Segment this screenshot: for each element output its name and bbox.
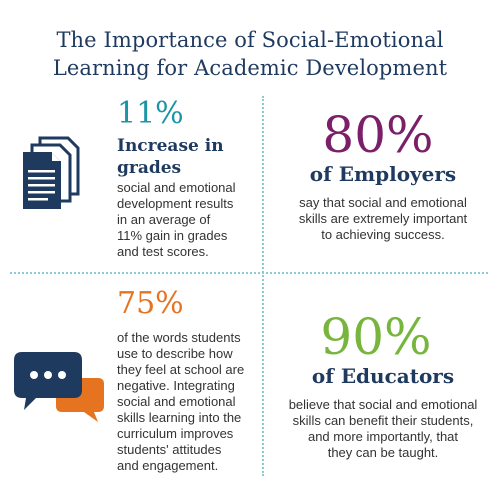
desc-line: they feel at school are bbox=[117, 362, 245, 377]
vertical-divider bbox=[262, 96, 264, 476]
desc-line: say that social and emotional bbox=[299, 195, 467, 210]
desc-line: believe that social and emotional bbox=[288, 397, 478, 412]
stat-employers-value: 80% bbox=[322, 106, 434, 164]
stat-words-description: of the words students use to describe ho… bbox=[117, 330, 244, 474]
stat-grades-description: social and emotional development results… bbox=[117, 180, 236, 260]
stat-grades-label-line-1: Increase in bbox=[117, 136, 224, 156]
page-title: The Importance of Social-Emotional Learn… bbox=[0, 26, 500, 82]
stat-employers-label: of Employers bbox=[309, 162, 457, 186]
desc-line: skills learning into the bbox=[117, 410, 242, 425]
desc-line: negative. Integrating bbox=[117, 378, 235, 393]
desc-line: in an average of bbox=[117, 212, 211, 227]
desc-line: and engagement. bbox=[117, 458, 219, 473]
desc-line: and test scores. bbox=[117, 244, 209, 259]
desc-line: skills are extremely important bbox=[298, 211, 468, 226]
stat-grades-label: Increase in grades bbox=[117, 135, 224, 179]
stat-educators-value: 90% bbox=[320, 308, 432, 366]
horizontal-divider bbox=[10, 272, 488, 274]
desc-line: and more importantly, that bbox=[307, 429, 459, 444]
documents-icon bbox=[23, 136, 80, 209]
desc-line: social and emotional bbox=[117, 180, 236, 195]
stat-words-value: 75% bbox=[117, 286, 184, 321]
stat-grades-value: 11% bbox=[117, 96, 184, 131]
title-line-2: Learning for Academic Development bbox=[52, 56, 448, 80]
title-line-1: The Importance of Social-Emotional bbox=[56, 28, 444, 52]
desc-line: social and emotional bbox=[117, 394, 236, 409]
desc-line: development results bbox=[117, 196, 234, 211]
chat-bubbles-icon bbox=[14, 352, 104, 422]
desc-line: curriculum improves bbox=[117, 426, 234, 441]
desc-line: 11% gain in grades bbox=[117, 228, 228, 243]
desc-line: students' attitudes bbox=[117, 442, 222, 457]
stat-educators-label: of Educators bbox=[311, 364, 455, 388]
desc-line: to achieving success. bbox=[321, 227, 445, 242]
stat-educators-description: believe that social and emotional skills… bbox=[268, 397, 498, 461]
desc-line: they can be taught. bbox=[327, 445, 439, 460]
desc-line: of the words students bbox=[117, 330, 241, 345]
desc-line: use to describe how bbox=[117, 346, 233, 361]
desc-line: skills can benefit their students, bbox=[292, 413, 474, 428]
stat-employers-description: say that social and emotional skills are… bbox=[268, 195, 498, 243]
stat-grades-label-line-2: grades bbox=[117, 158, 182, 178]
